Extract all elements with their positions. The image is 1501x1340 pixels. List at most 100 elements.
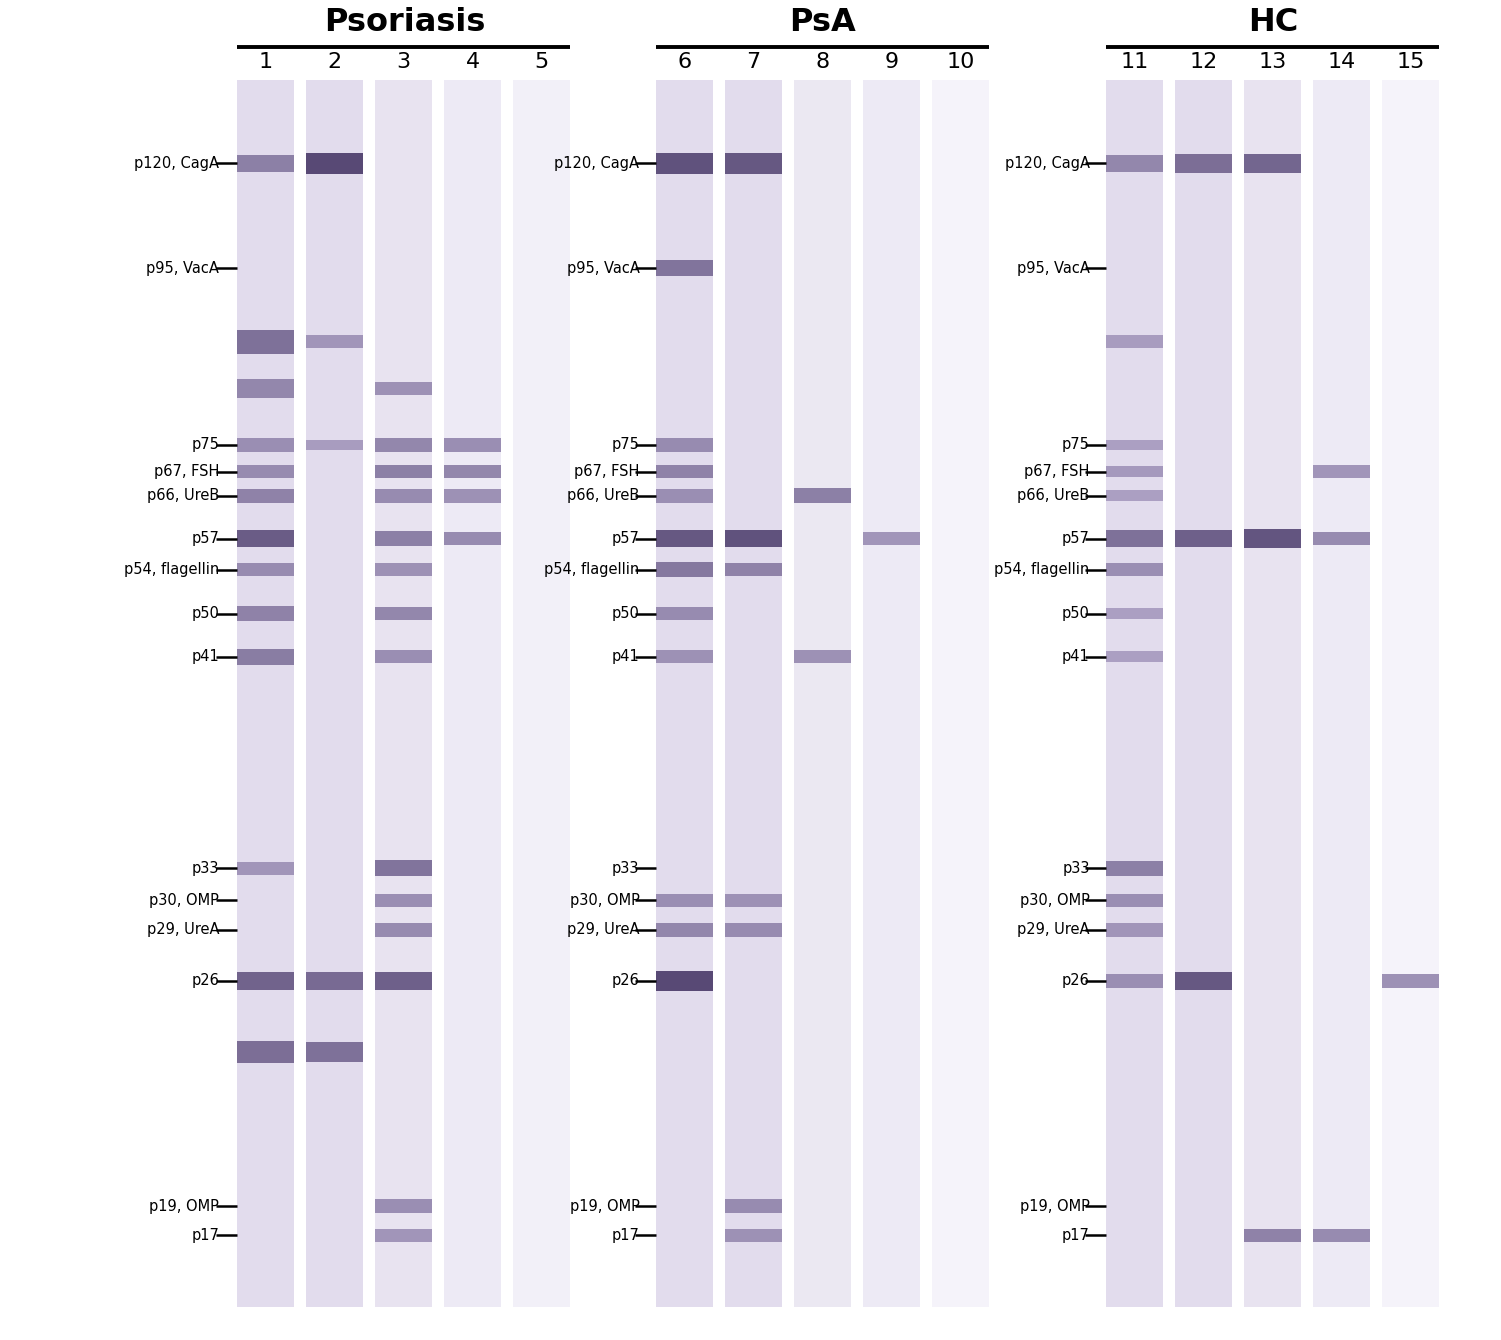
Text: p30, OMP: p30, OMP [1019, 892, 1090, 909]
Bar [306, 1043, 363, 1061]
Text: p120, CagA: p120, CagA [554, 155, 639, 172]
Text: p41: p41 [1063, 649, 1090, 665]
Bar [375, 465, 432, 478]
Bar [375, 1229, 432, 1242]
Text: p26: p26 [1061, 973, 1090, 989]
Bar [1106, 440, 1163, 450]
Text: p26: p26 [611, 973, 639, 989]
Bar [306, 335, 363, 348]
Bar [237, 438, 294, 452]
Text: 11: 11 [1121, 52, 1148, 72]
Bar [1106, 651, 1163, 662]
Bar [375, 382, 432, 395]
Text: p120, CagA: p120, CagA [1004, 155, 1090, 172]
Text: p17: p17 [611, 1227, 639, 1244]
Text: 1: 1 [258, 52, 273, 72]
Text: p33: p33 [192, 860, 219, 876]
Bar [444, 465, 501, 478]
Text: 15: 15 [1397, 52, 1424, 72]
Bar [1106, 155, 1163, 172]
Bar [725, 154, 782, 173]
Bar [656, 923, 713, 937]
Bar [656, 529, 713, 547]
Bar [1175, 529, 1232, 547]
Bar [1106, 466, 1163, 477]
Bar [794, 650, 851, 663]
Text: Psoriasis: Psoriasis [324, 7, 486, 38]
Text: 2: 2 [327, 52, 342, 72]
Text: p50: p50 [191, 606, 219, 622]
Text: p57: p57 [191, 531, 219, 547]
Text: 3: 3 [396, 52, 411, 72]
Text: p54, flagellin: p54, flagellin [545, 561, 639, 578]
Bar [1244, 80, 1301, 1307]
Text: p54, flagellin: p54, flagellin [125, 561, 219, 578]
Bar [237, 862, 294, 875]
Text: p75: p75 [1061, 437, 1090, 453]
Text: p41: p41 [192, 649, 219, 665]
Bar [656, 607, 713, 620]
Text: p29, UreA: p29, UreA [147, 922, 219, 938]
Text: p19, OMP: p19, OMP [149, 1198, 219, 1214]
Bar [375, 860, 432, 876]
Bar [1313, 80, 1370, 1307]
Text: 9: 9 [884, 52, 899, 72]
Text: 5: 5 [534, 52, 549, 72]
Bar [1106, 80, 1163, 1307]
Text: p33: p33 [612, 860, 639, 876]
Bar [1244, 154, 1301, 173]
Text: p19, OMP: p19, OMP [1019, 1198, 1090, 1214]
Bar [725, 563, 782, 576]
Text: p120, CagA: p120, CagA [134, 155, 219, 172]
Text: p75: p75 [611, 437, 639, 453]
Text: p57: p57 [611, 531, 639, 547]
Bar [656, 650, 713, 663]
Bar [656, 489, 713, 502]
Bar [375, 894, 432, 907]
Bar [375, 438, 432, 452]
Bar [656, 154, 713, 173]
Bar [1244, 1229, 1301, 1242]
Bar [1175, 80, 1232, 1307]
Bar [863, 80, 920, 1307]
Text: 10: 10 [947, 52, 974, 72]
Bar [1175, 972, 1232, 990]
Bar [306, 440, 363, 450]
Bar [863, 532, 920, 545]
Text: HC: HC [1247, 7, 1298, 38]
Text: p30, OMP: p30, OMP [149, 892, 219, 909]
Bar [306, 80, 363, 1307]
Bar [237, 649, 294, 665]
Text: p95, VacA: p95, VacA [1016, 260, 1090, 276]
Bar [1313, 532, 1370, 545]
Text: 8: 8 [815, 52, 830, 72]
Text: p33: p33 [1063, 860, 1090, 876]
Bar [1175, 154, 1232, 173]
Text: 14: 14 [1328, 52, 1355, 72]
Text: 4: 4 [465, 52, 480, 72]
Bar [375, 80, 432, 1307]
Bar [237, 563, 294, 576]
Bar [306, 154, 363, 173]
Text: p67, FSH: p67, FSH [153, 464, 219, 480]
Bar [444, 438, 501, 452]
Bar [237, 606, 294, 620]
Bar [656, 894, 713, 907]
Bar [1106, 608, 1163, 619]
Bar [237, 80, 294, 1307]
Bar [237, 973, 294, 989]
Bar [725, 894, 782, 907]
Bar [237, 529, 294, 547]
Bar [237, 1041, 294, 1063]
Bar [656, 438, 713, 452]
Bar [656, 465, 713, 478]
Text: p29, UreA: p29, UreA [567, 922, 639, 938]
Text: p41: p41 [612, 649, 639, 665]
Bar [725, 923, 782, 937]
Bar [444, 532, 501, 545]
Text: p57: p57 [1061, 531, 1090, 547]
Text: p19, OMP: p19, OMP [569, 1198, 639, 1214]
Text: PsA: PsA [790, 7, 856, 38]
Text: p17: p17 [191, 1227, 219, 1244]
Text: p54, flagellin: p54, flagellin [995, 561, 1090, 578]
